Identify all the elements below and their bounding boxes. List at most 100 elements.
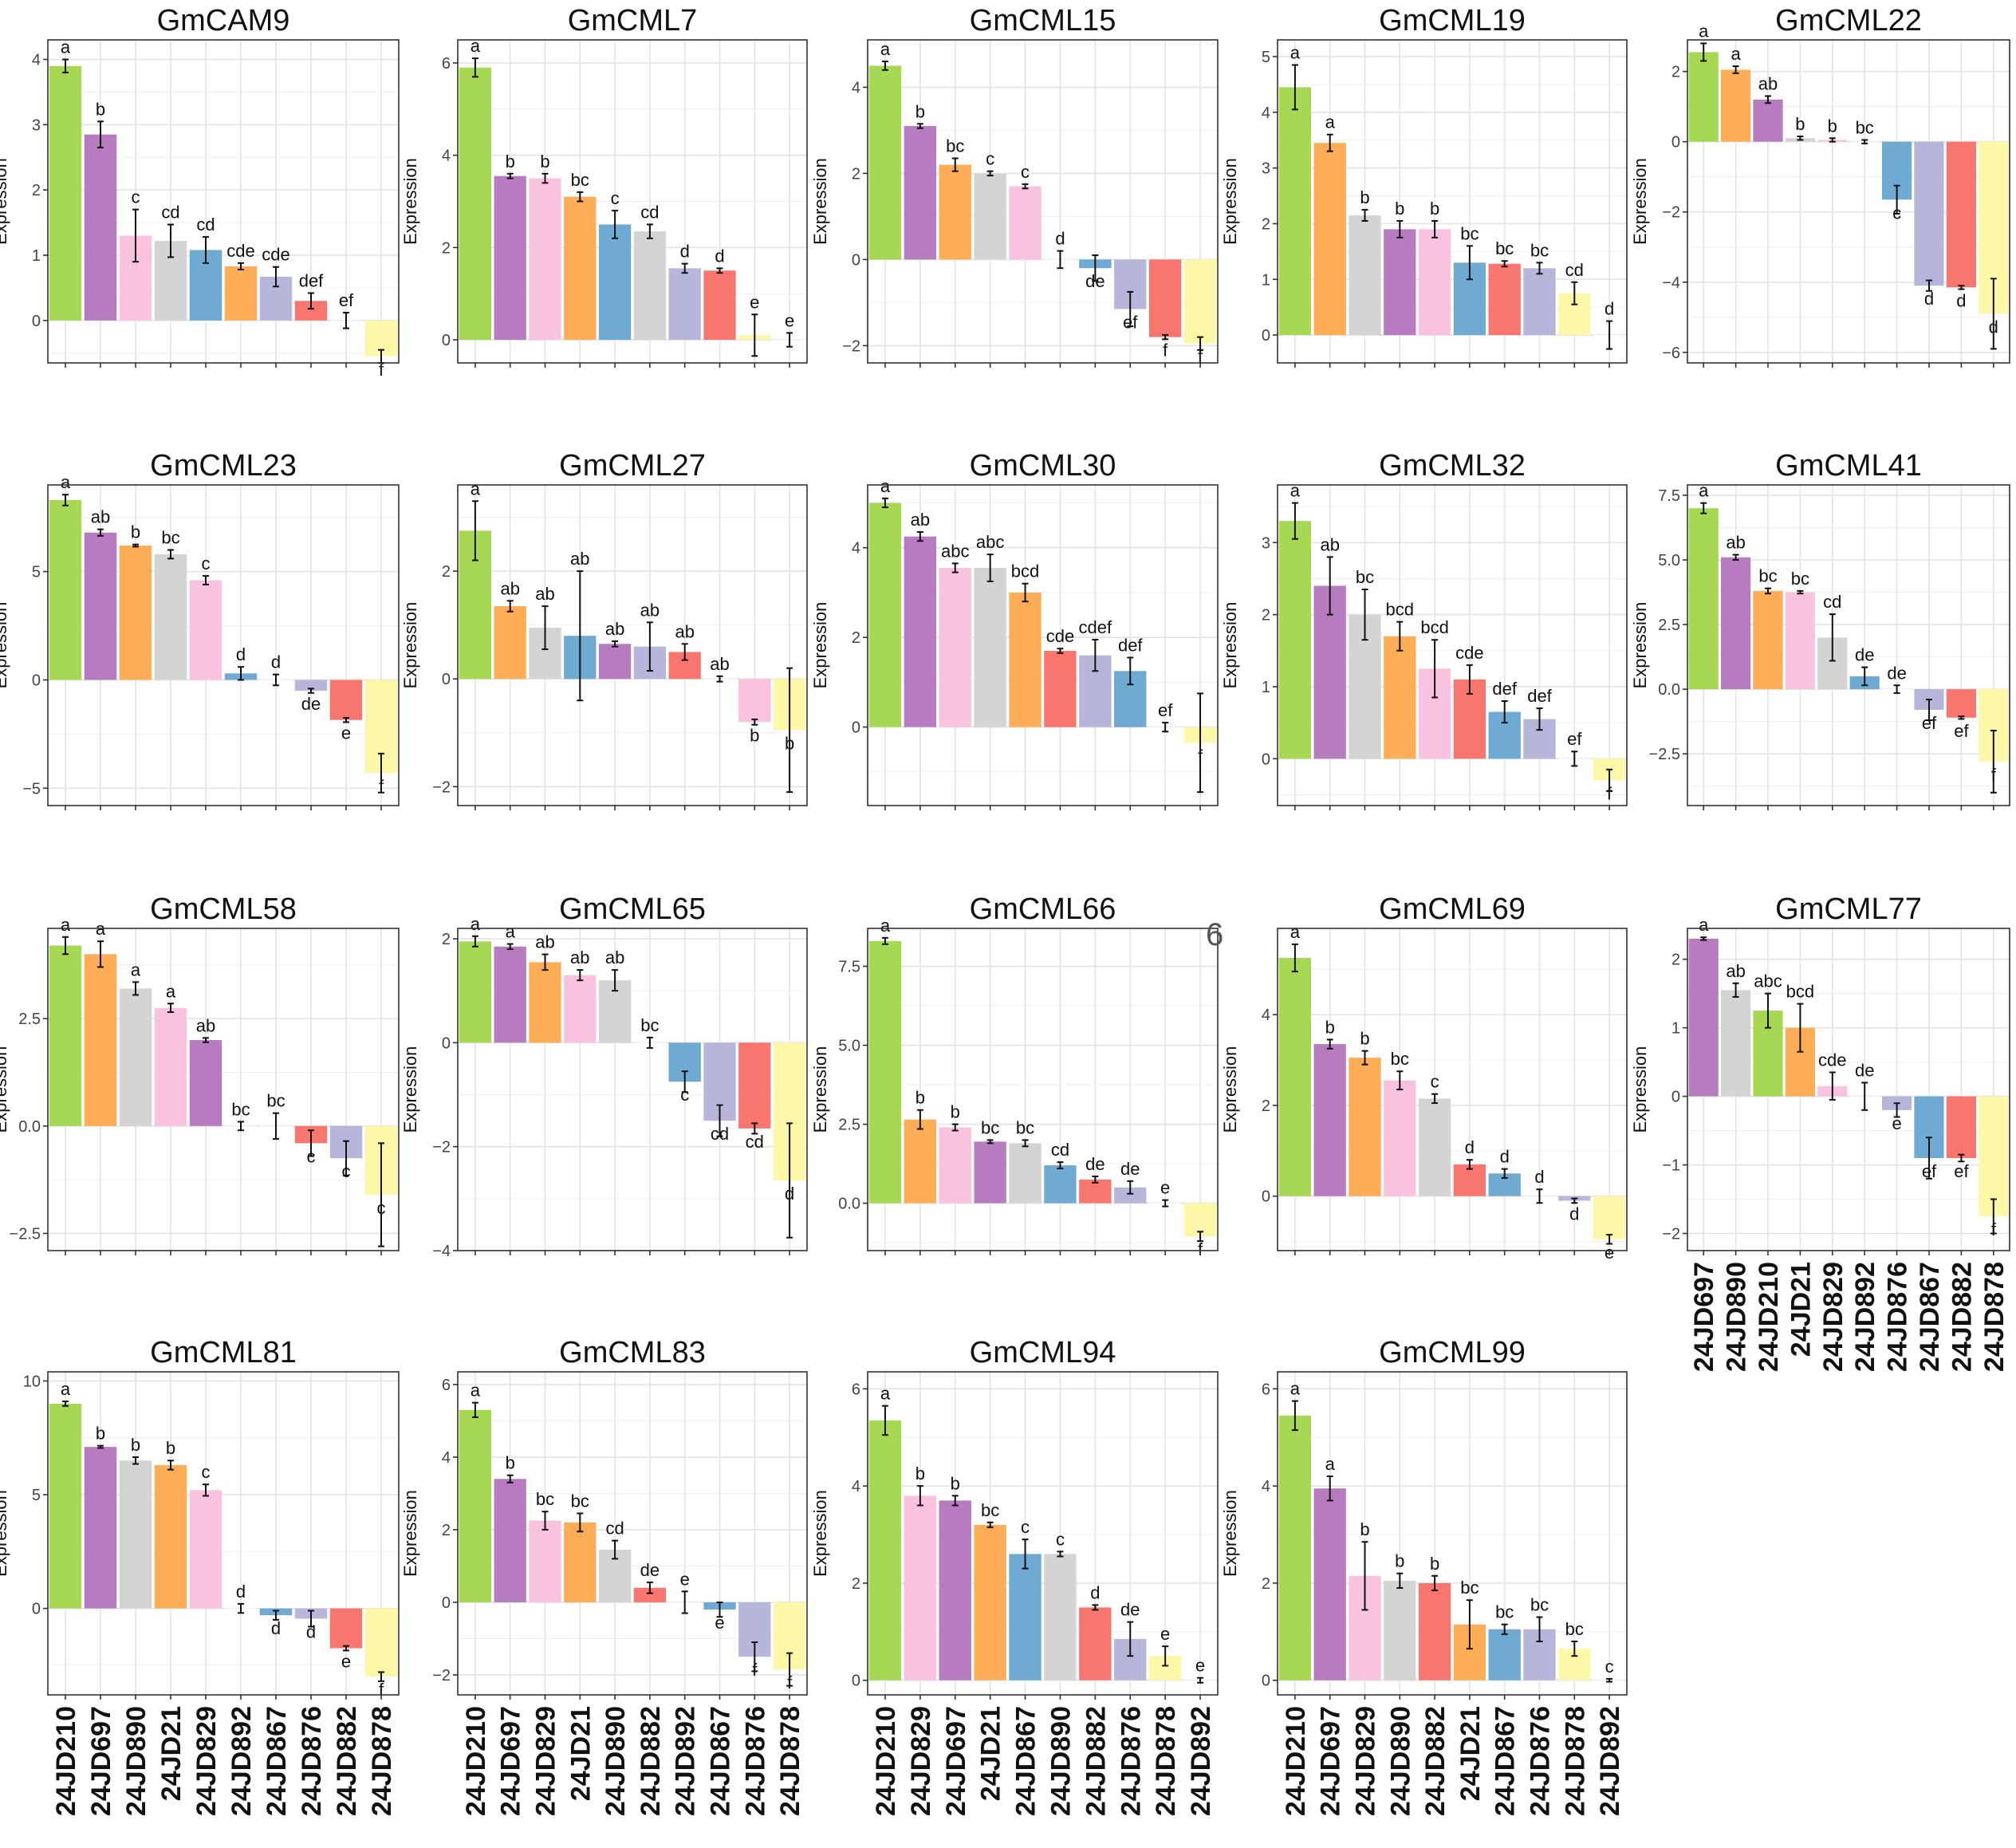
- panel-gmcml99-category-label-2: 24JD697: [1316, 1706, 1346, 1816]
- panel-gmcml81-bar-2: [84, 1447, 117, 1609]
- panel-gmcml65-letter-3: ab: [535, 932, 554, 952]
- stray-mark: 6: [1206, 917, 1224, 952]
- panel-gmcml23-title: GmCML23: [150, 449, 297, 483]
- panel-gmcml32-letter-5: bcd: [1420, 617, 1448, 637]
- panel-gmcml99-category-label-1: 24JD210: [1281, 1706, 1311, 1816]
- panel-gmcml81-letter-9: e: [341, 1652, 351, 1672]
- panel-gmcml81-category-label-3: 24JD890: [121, 1706, 152, 1816]
- panel-gmcml15-letter-1: a: [880, 39, 891, 59]
- panel-gmcml7-bar-7: [668, 268, 701, 341]
- panel-gmcml81-letter-10: f: [379, 1680, 384, 1700]
- panel-gmcam9-ytick-label: 2: [32, 182, 41, 199]
- panel-gmcml15-ytick-label: 0: [852, 251, 860, 269]
- panel-gmcml30-bar-4: [974, 568, 1006, 727]
- panel-gmcml30-letter-7: cdef: [1079, 617, 1112, 637]
- panel-gmcml22-letter-4: b: [1795, 114, 1805, 134]
- panel-gmcml22-letter-1: a: [1699, 21, 1709, 41]
- panel-gmcml83-category-label-10: 24JD878: [775, 1706, 805, 1816]
- panel-gmcml19-ytick-label: 1: [1262, 271, 1270, 289]
- panel-gmcml83-letter-10: f: [787, 1673, 793, 1692]
- panel-gmcml7-bar-3: [529, 178, 561, 341]
- panel-gmcml19-letter-7: bc: [1495, 238, 1514, 258]
- panel-gmcml94-bar-7: [1079, 1607, 1112, 1681]
- panel-gmcml94-bar-5: [1009, 1554, 1041, 1681]
- panel-gmcml81-bar-10: [364, 1608, 398, 1677]
- panel-gmcml7-bar-2: [494, 175, 526, 341]
- panel-gmcml30-ylabel: Expression: [810, 602, 830, 689]
- panel-gmcml94-letter-9: e: [1160, 1624, 1170, 1644]
- panel-gmcml30-title: GmCML30: [970, 449, 1116, 483]
- panel-gmcml77-category-label-8: 24JD867: [1915, 1262, 1945, 1372]
- panel-gmcml65-letter-4: ab: [570, 948, 589, 967]
- panel-gmcml41-letter-2: ab: [1726, 533, 1745, 553]
- panel-gmcml99-letter-6: bc: [1460, 1578, 1479, 1598]
- panel-gmcml66-bar-4: [974, 1141, 1006, 1204]
- panel-gmcml69-ylabel: Expression: [1220, 1046, 1240, 1133]
- panel-gmcml58-bar-4: [154, 1007, 187, 1126]
- panel-gmcam9-letter-8: def: [299, 270, 324, 290]
- panel-gmcml99-category-label-6: 24JD21: [1455, 1706, 1486, 1801]
- panel-gmcml22-bar-1: [1688, 52, 1719, 142]
- panel-gmcml77-ytick-label: 2: [1671, 952, 1680, 969]
- panel-gmcml99-letter-7: bc: [1495, 1602, 1514, 1622]
- panel-gmcml77-ylabel: Expression: [1630, 1046, 1650, 1133]
- panel-gmcml99-ytick-label: 4: [1262, 1478, 1270, 1495]
- panel-gmcml58-letter-9: c: [342, 1161, 351, 1181]
- panel-gmcml66-bar-1: [868, 940, 902, 1204]
- panel-gmcml94-category-label-7: 24JD882: [1081, 1706, 1111, 1816]
- panel-gmcml32-ylabel: Expression: [1220, 602, 1240, 689]
- panel-gmcml81-frame: [47, 1371, 400, 1696]
- panel-gmcml77-category-label-5: 24JD829: [1818, 1262, 1849, 1372]
- panel-gmcml69-bar-1: [1278, 957, 1312, 1196]
- panel-gmcml30-letter-2: ab: [911, 510, 930, 530]
- panel-gmcml23-letter-1: a: [61, 472, 71, 492]
- panel-gmcml81-category-label-10: 24JD878: [367, 1706, 397, 1816]
- panel-gmcml81-bar-3: [119, 1460, 152, 1609]
- panel-gmcml99-letter-10: c: [1605, 1657, 1614, 1677]
- panel-gmcml69-frame: [1277, 928, 1628, 1251]
- panel-gmcml19-letter-10: d: [1605, 299, 1614, 319]
- panel-gmcml99-ytick-label: 2: [1262, 1575, 1270, 1593]
- panel-gmcml23-bar-5: [189, 580, 222, 680]
- panel-gmcml66-bar-5: [1009, 1143, 1041, 1204]
- panel-gmcml81-category-label-4: 24JD21: [156, 1706, 187, 1801]
- panel-gmcml81-category-label-2: 24JD697: [86, 1706, 116, 1816]
- panel-gmcml15-letter-4: c: [986, 149, 994, 169]
- panel-gmcml27-letter-9: b: [750, 725, 759, 745]
- panel-gmcml41-bar-4: [1785, 592, 1815, 690]
- panel-gmcml27-letter-1: a: [471, 479, 481, 498]
- panel-gmcml99-category-label-8: 24JD876: [1526, 1706, 1556, 1816]
- panel-gmcml69-letter-7: d: [1500, 1147, 1510, 1167]
- panel-gmcml69-bar-5: [1418, 1098, 1451, 1196]
- panel-gmcml58-ytick-label: −2.5: [10, 1225, 41, 1243]
- panel-gmcml65-letter-7: c: [680, 1085, 689, 1105]
- panel-gmcml66-bar-8: [1114, 1187, 1147, 1204]
- panel-gmcml19-letter-6: bc: [1460, 223, 1479, 243]
- panel-gmcml19-bar-7: [1488, 263, 1521, 336]
- panel-gmcml77-ytick-label: −1: [1662, 1157, 1680, 1175]
- panel-gmcml94-ytick-label: 4: [852, 1478, 860, 1495]
- panel-gmcml66-letter-4: bc: [981, 1117, 999, 1137]
- panel-gmcml66-letter-1: a: [880, 916, 891, 936]
- panel-gmcml83-bar-3: [529, 1520, 561, 1602]
- panel-gmcml99-letter-9: bc: [1565, 1619, 1584, 1639]
- panel-gmcml69-bar-4: [1384, 1080, 1416, 1196]
- panel-gmcml7-letter-4: bc: [571, 170, 589, 190]
- panel-gmcml94-category-label-2: 24JD829: [906, 1706, 936, 1816]
- panel-gmcml7-bar-1: [459, 67, 492, 341]
- panel-gmcml19-ylabel: Expression: [1220, 158, 1240, 245]
- panel-gmcml23-ytick-label: 5: [32, 564, 41, 581]
- panel-gmcml77-letter-5: cde: [1818, 1050, 1846, 1070]
- panel-gmcml41-letter-4: bc: [1791, 569, 1809, 589]
- panel-gmcml81-ylabel: Expression: [0, 1490, 10, 1577]
- panel-gmcml22-ytick-label: −2: [1662, 204, 1680, 222]
- panel-gmcml41-title: GmCML41: [1775, 449, 1922, 483]
- panel-gmcml30-letter-5: bcd: [1011, 561, 1039, 581]
- panel-gmcam9-ytick-label: 1: [32, 247, 41, 265]
- panel-gmcml15-title: GmCML15: [970, 4, 1116, 37]
- panel-gmcml15-letter-5: c: [1021, 162, 1030, 182]
- panel-gmcml30-letter-9: ef: [1158, 700, 1173, 720]
- panel-gmcml69-letter-8: d: [1534, 1167, 1544, 1187]
- panel-gmcml27-letter-5: ab: [605, 619, 624, 639]
